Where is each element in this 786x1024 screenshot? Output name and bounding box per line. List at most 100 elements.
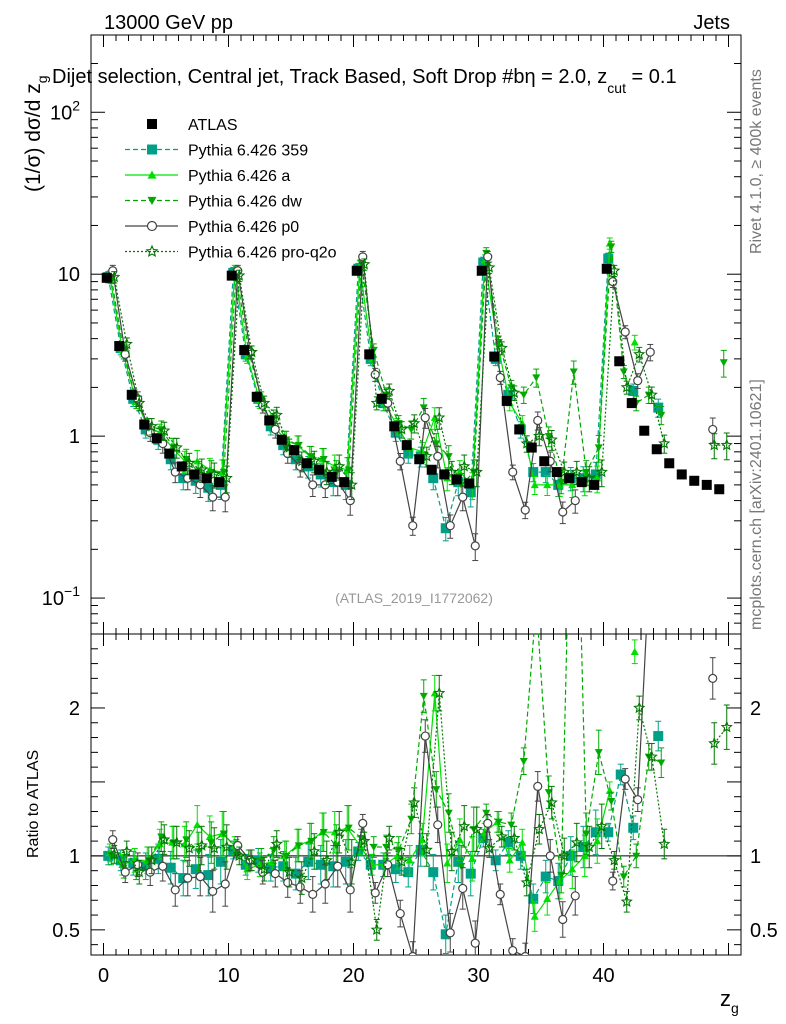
data-point — [420, 413, 430, 423]
data-point — [265, 862, 276, 873]
data-point — [320, 879, 330, 889]
data-point — [518, 838, 527, 846]
data-point — [628, 385, 639, 396]
data-point — [326, 471, 337, 482]
data-point — [539, 456, 550, 467]
data-point — [345, 885, 355, 895]
main-series-layer — [101, 237, 733, 562]
data-point — [389, 421, 400, 432]
legend-item: Pythia 6.426 pro-q2o — [125, 245, 337, 262]
data-point — [608, 277, 618, 287]
data-point — [264, 415, 275, 426]
data-point — [358, 252, 368, 262]
data-point — [630, 338, 639, 346]
data-point — [383, 831, 396, 844]
data-point — [551, 467, 562, 478]
legend-label: Pythia 6.426 p0 — [188, 219, 299, 236]
ratio-tick-label-right: 2 — [750, 698, 761, 720]
y-tick-label: 1 — [69, 426, 80, 448]
data-point — [528, 467, 539, 478]
x-tick-label: 20 — [342, 965, 364, 987]
data-point — [319, 829, 328, 837]
data-point — [219, 830, 228, 838]
data-point — [430, 689, 439, 697]
data-point — [483, 842, 496, 854]
data-point — [358, 834, 371, 847]
x-axis-label-text: z — [720, 986, 731, 1011]
data-point — [420, 843, 433, 856]
data-point — [283, 865, 296, 878]
data-point — [719, 359, 728, 367]
data-point — [176, 461, 187, 472]
data-point — [395, 855, 408, 868]
data-point — [543, 894, 552, 902]
data-point — [430, 413, 439, 421]
data-point — [418, 447, 427, 456]
data-point — [295, 871, 308, 884]
x-tick-label: 10 — [217, 965, 239, 987]
legend-item: Pythia 6.426 a — [125, 168, 290, 185]
data-point — [568, 865, 577, 873]
data-point — [620, 380, 633, 393]
data-point — [239, 345, 250, 356]
data-point — [120, 867, 130, 877]
data-point — [251, 391, 262, 402]
ratio-tick-label: 1 — [69, 846, 80, 868]
process-label: Jets — [693, 12, 730, 34]
data-point — [364, 349, 375, 360]
data-point — [532, 600, 540, 607]
data-point — [495, 341, 508, 354]
data-point — [270, 424, 280, 435]
data-point — [395, 908, 405, 919]
legend-marker — [145, 244, 159, 258]
data-point — [240, 859, 251, 870]
data-point — [519, 758, 528, 766]
data-point — [520, 951, 530, 955]
data-point — [503, 837, 514, 848]
data-point — [593, 837, 602, 845]
data-point — [193, 820, 202, 829]
data-point — [520, 876, 533, 888]
series-line — [114, 693, 665, 930]
data-point — [689, 475, 700, 486]
series-line — [713, 726, 728, 744]
data-point — [290, 868, 301, 879]
data-point — [220, 840, 233, 853]
data-point — [628, 822, 639, 833]
data-point — [593, 474, 602, 482]
data-point — [532, 374, 541, 382]
data-point — [565, 850, 576, 861]
x-tick-label: 40 — [592, 965, 614, 987]
data-point — [620, 774, 630, 784]
data-point — [382, 843, 391, 852]
data-point — [464, 478, 475, 489]
data-point — [570, 465, 583, 478]
series-line — [110, 634, 662, 879]
data-point — [664, 458, 675, 469]
data-point — [214, 477, 225, 488]
data-point — [330, 462, 339, 470]
data-point — [708, 424, 718, 435]
ratio-axis-label: Ratio to ATLAS — [25, 750, 42, 858]
data-point — [344, 466, 353, 474]
data-point — [543, 480, 552, 489]
plot-title: Dijet selection, Central jet, Track Base… — [52, 66, 677, 96]
data-point — [208, 886, 218, 896]
data-point — [558, 914, 568, 925]
data-point — [470, 822, 483, 835]
data-point — [528, 893, 539, 904]
data-point — [120, 349, 130, 359]
data-point — [408, 521, 418, 531]
data-point — [182, 836, 191, 844]
data-point — [505, 856, 514, 864]
data-point — [308, 480, 318, 490]
data-point — [495, 372, 505, 383]
legend-marker — [147, 119, 157, 129]
data-point — [220, 471, 233, 484]
ratio-axes: 0 10 20 30 40 0.5 0.5 1 1 2 2 — [52, 634, 778, 987]
data-point — [701, 479, 712, 490]
data-point — [415, 844, 426, 855]
legend-label: Pythia 6.426 a — [188, 168, 290, 185]
legend-label: Pythia 6.426 359 — [188, 143, 308, 160]
data-point — [258, 862, 271, 875]
